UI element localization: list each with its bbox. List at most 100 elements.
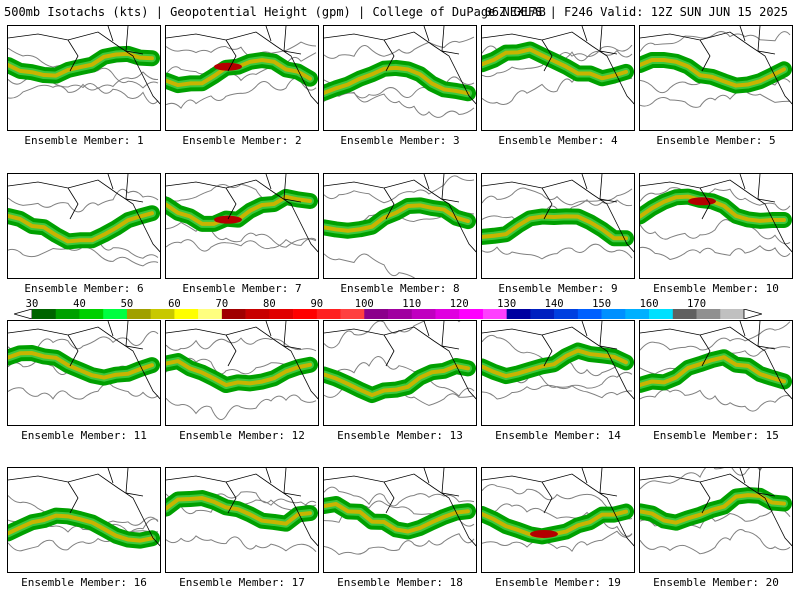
panel-map — [324, 174, 476, 278]
height-contour — [166, 337, 317, 352]
colorbar-swatch — [554, 309, 579, 319]
ensemble-panel — [7, 173, 161, 279]
height-contour — [324, 321, 461, 349]
coastline — [8, 468, 160, 547]
coastline — [8, 174, 160, 253]
height-contour — [482, 384, 633, 400]
jet-isotach-band — [324, 364, 470, 398]
coastline — [640, 174, 792, 253]
height-contour — [166, 237, 317, 252]
colorbar-swatch — [601, 309, 626, 319]
panel-map — [640, 174, 792, 261]
colorbar-tick-label: 90 — [310, 298, 324, 310]
height-contour — [482, 484, 633, 520]
coastline — [324, 174, 476, 253]
coastline — [324, 26, 476, 105]
coastline — [482, 26, 634, 105]
jet-isotach-band — [8, 513, 154, 543]
member-label: Ensemble Member: 6 — [24, 282, 144, 295]
coastline — [8, 26, 160, 105]
height-contour — [324, 76, 475, 102]
coastline — [482, 174, 634, 253]
coastline — [324, 321, 476, 400]
ensemble-panel — [7, 320, 161, 426]
member-label: Ensemble Member: 1 — [24, 134, 144, 147]
height-contour — [482, 187, 633, 206]
colorbar-swatch — [150, 309, 175, 319]
member-label: Ensemble Member: 19 — [495, 576, 621, 589]
colorbar-tick-label: 100 — [354, 298, 374, 310]
jet-isotach-band — [166, 359, 312, 388]
jet-isotach-band — [640, 355, 786, 387]
height-contour — [324, 253, 416, 278]
jet-isotach-band — [482, 348, 628, 379]
height-contour — [482, 243, 633, 260]
jet-isotach-band — [8, 51, 154, 78]
header-title: 500mb Isotachs (kts) | Geopotential Heig… — [4, 5, 546, 19]
height-contour — [640, 31, 791, 52]
panel-map — [166, 26, 318, 109]
height-contour — [324, 356, 475, 397]
colorbar-swatch — [506, 309, 531, 319]
ensemble-panel — [639, 467, 793, 573]
height-contour — [640, 529, 791, 555]
colorbar-tick-label: 80 — [263, 298, 276, 310]
panel-map — [166, 174, 318, 253]
coastline — [166, 468, 318, 547]
colorbar-tick-label: 40 — [73, 298, 86, 310]
panel-map — [482, 468, 634, 553]
ensemble-panel — [323, 25, 477, 131]
colorbar-swatch — [316, 309, 341, 319]
ensemble-panel — [165, 173, 319, 279]
ensemble-panel — [165, 25, 319, 131]
jet-isotach-band — [482, 47, 628, 81]
colorbar-swatch — [32, 309, 57, 319]
member-label: Ensemble Member: 9 — [498, 282, 618, 295]
colorbar-swatch — [174, 309, 199, 319]
jet-isotach-band — [640, 57, 786, 88]
member-label: Ensemble Member: 16 — [21, 576, 147, 589]
height-contour — [8, 246, 159, 267]
colorbar — [14, 309, 762, 319]
member-label: Ensemble Member: 20 — [653, 576, 779, 589]
height-contour — [640, 219, 791, 245]
ensemble-panel — [165, 320, 319, 426]
ensemble-panel — [639, 25, 793, 131]
panel-map — [640, 468, 792, 555]
colorbar-swatch — [364, 309, 389, 319]
coastline — [166, 26, 318, 105]
height-contour — [166, 394, 317, 421]
ensemble-panel — [481, 320, 635, 426]
jet-isotach-band — [166, 496, 312, 526]
member-label: Ensemble Member: 15 — [653, 429, 779, 442]
panel-map — [482, 26, 634, 105]
colorbar-tick-label: 70 — [215, 298, 229, 310]
header: 500mb Isotachs (kts) | Geopotential Heig… — [4, 4, 796, 20]
ensemble-panel — [7, 467, 161, 573]
member-label: Ensemble Member: 17 — [179, 576, 305, 589]
colorbar-swatch — [720, 309, 745, 319]
panel-map — [324, 26, 476, 118]
panel-map — [8, 321, 160, 400]
height-contour — [166, 52, 317, 82]
height-contour — [8, 83, 159, 105]
panel-map — [482, 321, 634, 400]
colorbar-tick-label: 60 — [168, 298, 181, 310]
ensemble-panel — [165, 467, 319, 573]
height-contour — [8, 518, 159, 552]
member-label: Ensemble Member: 3 — [340, 134, 460, 147]
coastline — [640, 468, 792, 547]
header-valid-time: 06Z GEFS | F246 Valid: 12Z SUN JUN 15 20… — [484, 5, 788, 19]
member-label: Ensemble Member: 2 — [182, 134, 302, 147]
member-label: Ensemble Member: 13 — [337, 429, 463, 442]
jet-max — [214, 215, 242, 224]
colorbar-swatch — [221, 309, 246, 319]
panel-map — [8, 174, 160, 267]
colorbar-swatch — [340, 309, 365, 319]
colorbar-right-arrow — [743, 309, 762, 319]
height-contour — [324, 175, 475, 204]
height-contour — [8, 383, 159, 400]
colorbar-swatch — [198, 309, 223, 319]
colorbar-tick-label: 160 — [639, 298, 659, 310]
member-label: Ensemble Member: 4 — [498, 134, 618, 147]
